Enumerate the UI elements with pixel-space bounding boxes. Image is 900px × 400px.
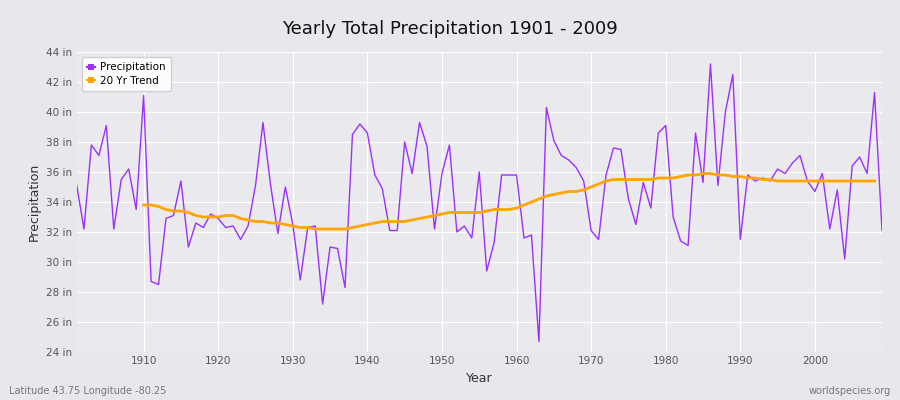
X-axis label: Year: Year [466,372,492,385]
Text: Latitude 43.75 Longitude -80.25: Latitude 43.75 Longitude -80.25 [9,386,166,396]
Y-axis label: Precipitation: Precipitation [28,163,40,241]
Text: worldspecies.org: worldspecies.org [809,386,891,396]
Legend: Precipitation, 20 Yr Trend: Precipitation, 20 Yr Trend [82,57,171,91]
Text: Yearly Total Precipitation 1901 - 2009: Yearly Total Precipitation 1901 - 2009 [282,20,618,38]
